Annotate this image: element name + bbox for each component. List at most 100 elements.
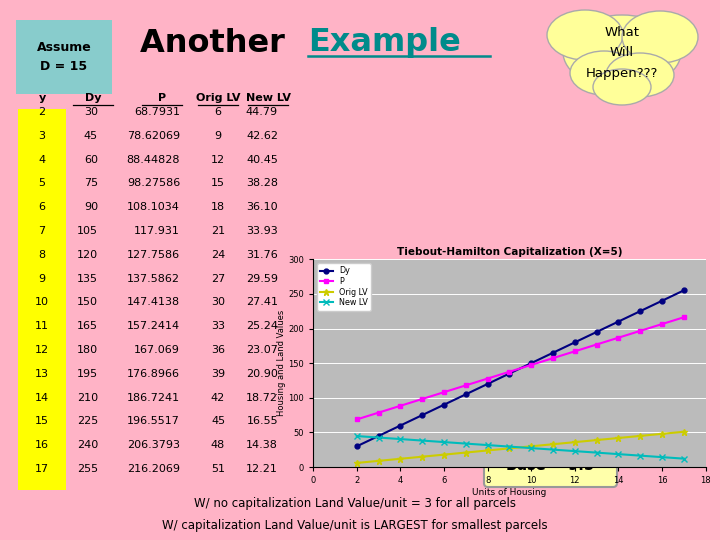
Text: Assume
D = 15: Assume D = 15 <box>37 41 91 73</box>
New LV <box>614 451 623 457</box>
Dy <box>593 329 601 335</box>
Text: 38.28: 38.28 <box>246 178 278 188</box>
Text: 42.62: 42.62 <box>246 131 278 141</box>
Orig LV <box>636 433 644 439</box>
P <box>593 341 601 348</box>
Text: 14.38: 14.38 <box>246 440 278 450</box>
Text: 40.45: 40.45 <box>246 154 278 165</box>
P <box>657 321 666 327</box>
P <box>636 328 644 334</box>
New LV <box>527 445 536 451</box>
P <box>483 375 492 382</box>
Orig LV <box>527 443 536 449</box>
Text: 12: 12 <box>35 345 49 355</box>
Text: 108.1034: 108.1034 <box>127 202 180 212</box>
Text: What
Will
Happen???: What Will Happen??? <box>586 26 658 79</box>
Text: 25.24: 25.24 <box>246 321 278 331</box>
Text: 16: 16 <box>35 440 49 450</box>
Text: 240: 240 <box>77 440 98 450</box>
P <box>614 334 623 341</box>
Text: 11: 11 <box>35 321 49 331</box>
Text: 4: 4 <box>38 154 45 165</box>
Text: 3: 3 <box>38 131 45 141</box>
Orig LV <box>680 429 688 435</box>
Dy <box>418 412 426 418</box>
Ellipse shape <box>563 15 681 89</box>
Text: 36.10: 36.10 <box>246 202 278 212</box>
Text: Orig LV: Orig LV <box>196 93 240 103</box>
Text: 15: 15 <box>35 416 49 427</box>
Text: 15: 15 <box>211 178 225 188</box>
New LV <box>570 448 579 454</box>
Dy <box>505 370 514 377</box>
Text: 29.59: 29.59 <box>246 274 278 284</box>
Text: 255: 255 <box>77 464 98 474</box>
Text: 45: 45 <box>84 131 98 141</box>
Text: 120: 120 <box>77 250 98 260</box>
Dy <box>527 360 536 366</box>
Orig LV <box>570 439 579 446</box>
Text: 12.21: 12.21 <box>246 464 278 474</box>
Line: P: P <box>354 315 686 422</box>
Dy <box>614 318 623 325</box>
Text: 137.5862: 137.5862 <box>127 274 180 284</box>
P <box>549 355 557 361</box>
New LV <box>418 437 426 444</box>
Orig LV <box>483 447 492 454</box>
Ellipse shape <box>622 11 698 63</box>
New LV <box>636 453 644 459</box>
Text: 51: 51 <box>211 464 225 474</box>
Text: 147.4138: 147.4138 <box>127 298 180 307</box>
Text: 60: 60 <box>84 154 98 165</box>
Line: Dy: Dy <box>354 288 686 449</box>
Text: 36: 36 <box>211 345 225 355</box>
Orig LV <box>418 454 426 460</box>
Text: 48: 48 <box>211 440 225 450</box>
Text: 27.41: 27.41 <box>246 298 278 307</box>
Text: 180: 180 <box>77 345 98 355</box>
Text: 88.44828: 88.44828 <box>127 154 180 165</box>
Text: 6: 6 <box>215 107 222 117</box>
Text: 157.2414: 157.2414 <box>127 321 180 331</box>
New LV <box>440 439 449 446</box>
P <box>440 389 449 395</box>
P <box>570 348 579 355</box>
Text: 210: 210 <box>77 393 98 403</box>
Text: y: y <box>38 93 45 103</box>
Orig LV <box>353 460 361 466</box>
Text: 98.27586: 98.27586 <box>127 178 180 188</box>
New LV <box>396 436 405 442</box>
Dy <box>462 391 470 397</box>
Text: W/ no capitalization Land Value/unit = 3 for all parcels: W/ no capitalization Land Value/unit = 3… <box>194 496 516 510</box>
FancyBboxPatch shape <box>484 445 617 487</box>
FancyBboxPatch shape <box>18 109 66 490</box>
Dy <box>549 349 557 356</box>
Text: Base = 9.5: Base = 9.5 <box>506 458 594 474</box>
Orig LV <box>374 457 383 464</box>
Legend: Dy, P, Orig LV, New LV: Dy, P, Orig LV, New LV <box>318 263 371 310</box>
P <box>505 368 514 375</box>
Text: 18: 18 <box>211 202 225 212</box>
Text: 167.069: 167.069 <box>134 345 180 355</box>
Text: 127.7586: 127.7586 <box>127 250 180 260</box>
Dy <box>680 287 688 294</box>
New LV <box>593 449 601 456</box>
Text: 13: 13 <box>35 369 49 379</box>
Text: 33.93: 33.93 <box>246 226 278 236</box>
Title: Tiebout-Hamilton Capitalization (X=5): Tiebout-Hamilton Capitalization (X=5) <box>397 247 622 257</box>
Text: 6: 6 <box>38 202 45 212</box>
Text: 176.8966: 176.8966 <box>127 369 180 379</box>
New LV <box>505 443 514 450</box>
Orig LV <box>462 449 470 456</box>
Dy <box>440 401 449 408</box>
Text: 225: 225 <box>77 416 98 427</box>
Orig LV <box>657 430 666 437</box>
New LV <box>353 433 361 440</box>
Text: 23.07: 23.07 <box>246 345 278 355</box>
X-axis label: Units of Housing: Units of Housing <box>472 488 546 497</box>
Orig LV <box>396 456 405 462</box>
Text: 16.55: 16.55 <box>246 416 278 427</box>
Orig LV <box>440 451 449 458</box>
Dy <box>353 443 361 449</box>
Text: 206.3793: 206.3793 <box>127 440 180 450</box>
